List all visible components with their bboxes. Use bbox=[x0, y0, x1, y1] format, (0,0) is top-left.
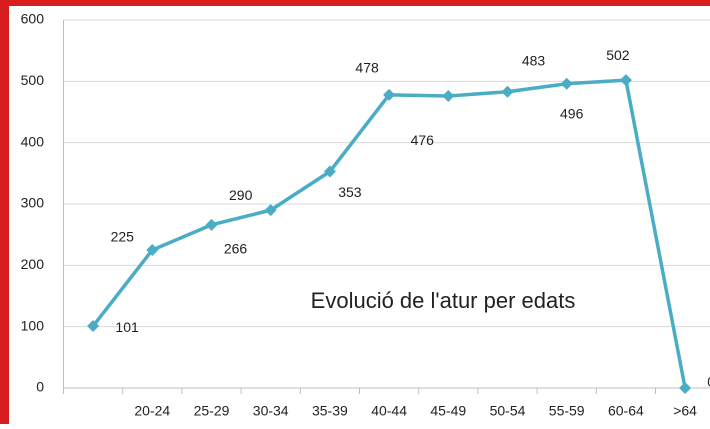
data-point bbox=[383, 88, 396, 101]
x-tick-label: 20-24 bbox=[134, 403, 170, 419]
x-tick-label: >64 bbox=[673, 403, 697, 419]
data-label: 483 bbox=[522, 52, 546, 68]
x-tick-label: 25-29 bbox=[194, 403, 230, 419]
data-label: 0 bbox=[707, 374, 710, 390]
data-point bbox=[679, 382, 692, 394]
data-point bbox=[264, 204, 277, 217]
y-tick-label: 0 bbox=[36, 379, 44, 395]
data-point bbox=[87, 320, 100, 333]
x-tick-label: 35-39 bbox=[312, 403, 348, 419]
data-point bbox=[560, 77, 573, 90]
data-label: 101 bbox=[115, 319, 139, 335]
chart-background bbox=[9, 6, 710, 424]
title-box bbox=[274, 284, 612, 322]
data-label: 290 bbox=[229, 187, 253, 203]
y-tick-label: 300 bbox=[21, 195, 45, 211]
data-point bbox=[501, 85, 514, 98]
x-tick-label: 30-34 bbox=[253, 403, 289, 419]
x-tick-label: 55-59 bbox=[549, 403, 585, 419]
x-tick-label: 50-54 bbox=[490, 403, 526, 419]
chart-title: Evolució de l'atur per edats bbox=[311, 288, 576, 313]
x-tick-label: 40-44 bbox=[371, 403, 407, 419]
data-point bbox=[146, 244, 159, 256]
y-tick-label: 400 bbox=[21, 133, 45, 149]
y-tick-label: 600 bbox=[21, 11, 45, 27]
y-tick-label: 200 bbox=[21, 256, 45, 272]
data-point bbox=[323, 165, 336, 178]
y-tick-label: 500 bbox=[21, 72, 45, 88]
x-tick-label: 45-49 bbox=[430, 403, 466, 419]
data-label: 266 bbox=[224, 241, 248, 257]
data-point bbox=[205, 218, 218, 231]
data-label: 478 bbox=[355, 60, 379, 76]
data-point bbox=[619, 74, 632, 87]
data-label: 496 bbox=[560, 105, 584, 121]
data-label: 225 bbox=[111, 229, 135, 245]
y-tick-label: 100 bbox=[21, 317, 45, 333]
data-label: 353 bbox=[338, 184, 362, 200]
data-label: 476 bbox=[411, 132, 435, 148]
data-label: 502 bbox=[606, 47, 630, 63]
x-tick-label: 60-64 bbox=[608, 403, 644, 419]
data-point bbox=[442, 90, 455, 103]
